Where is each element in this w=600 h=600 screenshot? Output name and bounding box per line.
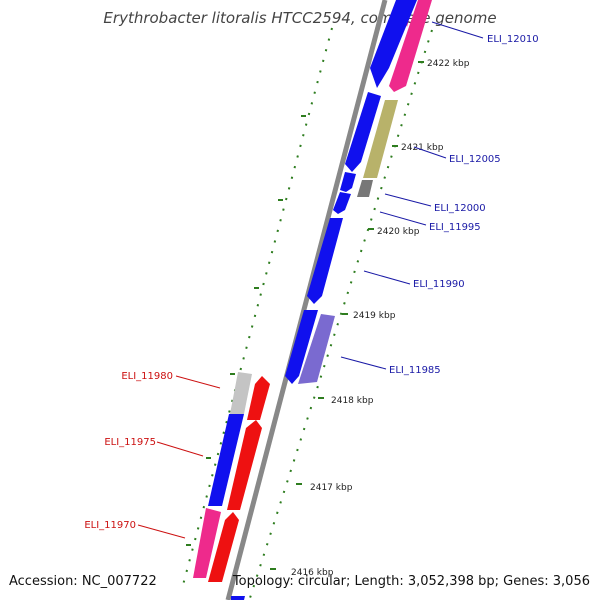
- left-label-leaders: [137, 375, 221, 539]
- gene-eli-11985[interactable]: [298, 314, 335, 384]
- reverse-strand-genes: [231, 0, 432, 600]
- genome-summary-text: Topology: circular; Length: 3,052,398 bp…: [232, 574, 590, 589]
- gene-arrow-red[interactable]: [247, 376, 270, 420]
- leader-line: [413, 146, 447, 159]
- scale-label: 2418 kbp: [331, 396, 374, 406]
- gene-eli-11970[interactable]: [193, 508, 221, 578]
- gene-eli-12005[interactable]: [363, 100, 398, 178]
- leader-line: [379, 211, 427, 226]
- genome-backbone: [225, 0, 388, 600]
- gene-label[interactable]: ELI_11970: [84, 520, 136, 531]
- scale-label: 2422 kbp: [427, 59, 470, 69]
- leader-line: [137, 524, 186, 539]
- leader-line: [363, 270, 411, 285]
- gene-eli-11985-blue[interactable]: [285, 310, 318, 384]
- accession-text: Accession: NC_007722: [9, 574, 157, 589]
- leader-line: [175, 375, 221, 389]
- scale-label: 2420 kbp: [377, 227, 420, 237]
- gene-arrow-blue[interactable]: [340, 172, 356, 192]
- gene-arrow-blue[interactable]: [231, 596, 245, 600]
- leader-line: [431, 21, 484, 39]
- scale-ticks: [186, 61, 424, 570]
- gene-eli-11975-blue[interactable]: [208, 414, 244, 506]
- gene-eli-11995[interactable]: [333, 192, 351, 214]
- gene-eli-12010[interactable]: [370, 0, 417, 88]
- leader-line: [340, 356, 387, 370]
- scale-label: 2419 kbp: [353, 311, 396, 321]
- inner-track-guide: [249, 29, 433, 599]
- right-label-leaders: [340, 21, 484, 370]
- gene-label[interactable]: ELI_12005: [449, 154, 501, 165]
- scale-label: 2421 kbp: [401, 143, 444, 153]
- leader-line: [156, 441, 204, 457]
- gene-label[interactable]: ELI_12010: [487, 34, 539, 45]
- gene-eli-12000[interactable]: [357, 180, 373, 197]
- leader-line: [384, 193, 432, 207]
- gene-label[interactable]: ELI_11980: [121, 371, 173, 382]
- gene-eli-11990[interactable]: [307, 218, 343, 304]
- gene-label[interactable]: ELI_11985: [389, 365, 441, 376]
- outer-track-guide: [182, 27, 333, 586]
- gene-label[interactable]: ELI_11975: [104, 437, 156, 448]
- gene-eli-12005-blue[interactable]: [345, 92, 381, 172]
- gene-label[interactable]: ELI_11995: [429, 222, 481, 233]
- gene-label[interactable]: ELI_11990: [413, 279, 465, 290]
- gene-eli-11975[interactable]: [227, 420, 262, 510]
- gene-arrow-red[interactable]: [208, 512, 239, 582]
- gene-arrow-pink[interactable]: [389, 0, 432, 92]
- forward-strand-genes: [193, 372, 270, 582]
- gene-eli-11980[interactable]: [230, 372, 252, 414]
- gene-label[interactable]: ELI_12000: [434, 203, 486, 214]
- scale-label: 2416 kbp: [291, 568, 334, 578]
- scale-label: 2417 kbp: [310, 483, 353, 493]
